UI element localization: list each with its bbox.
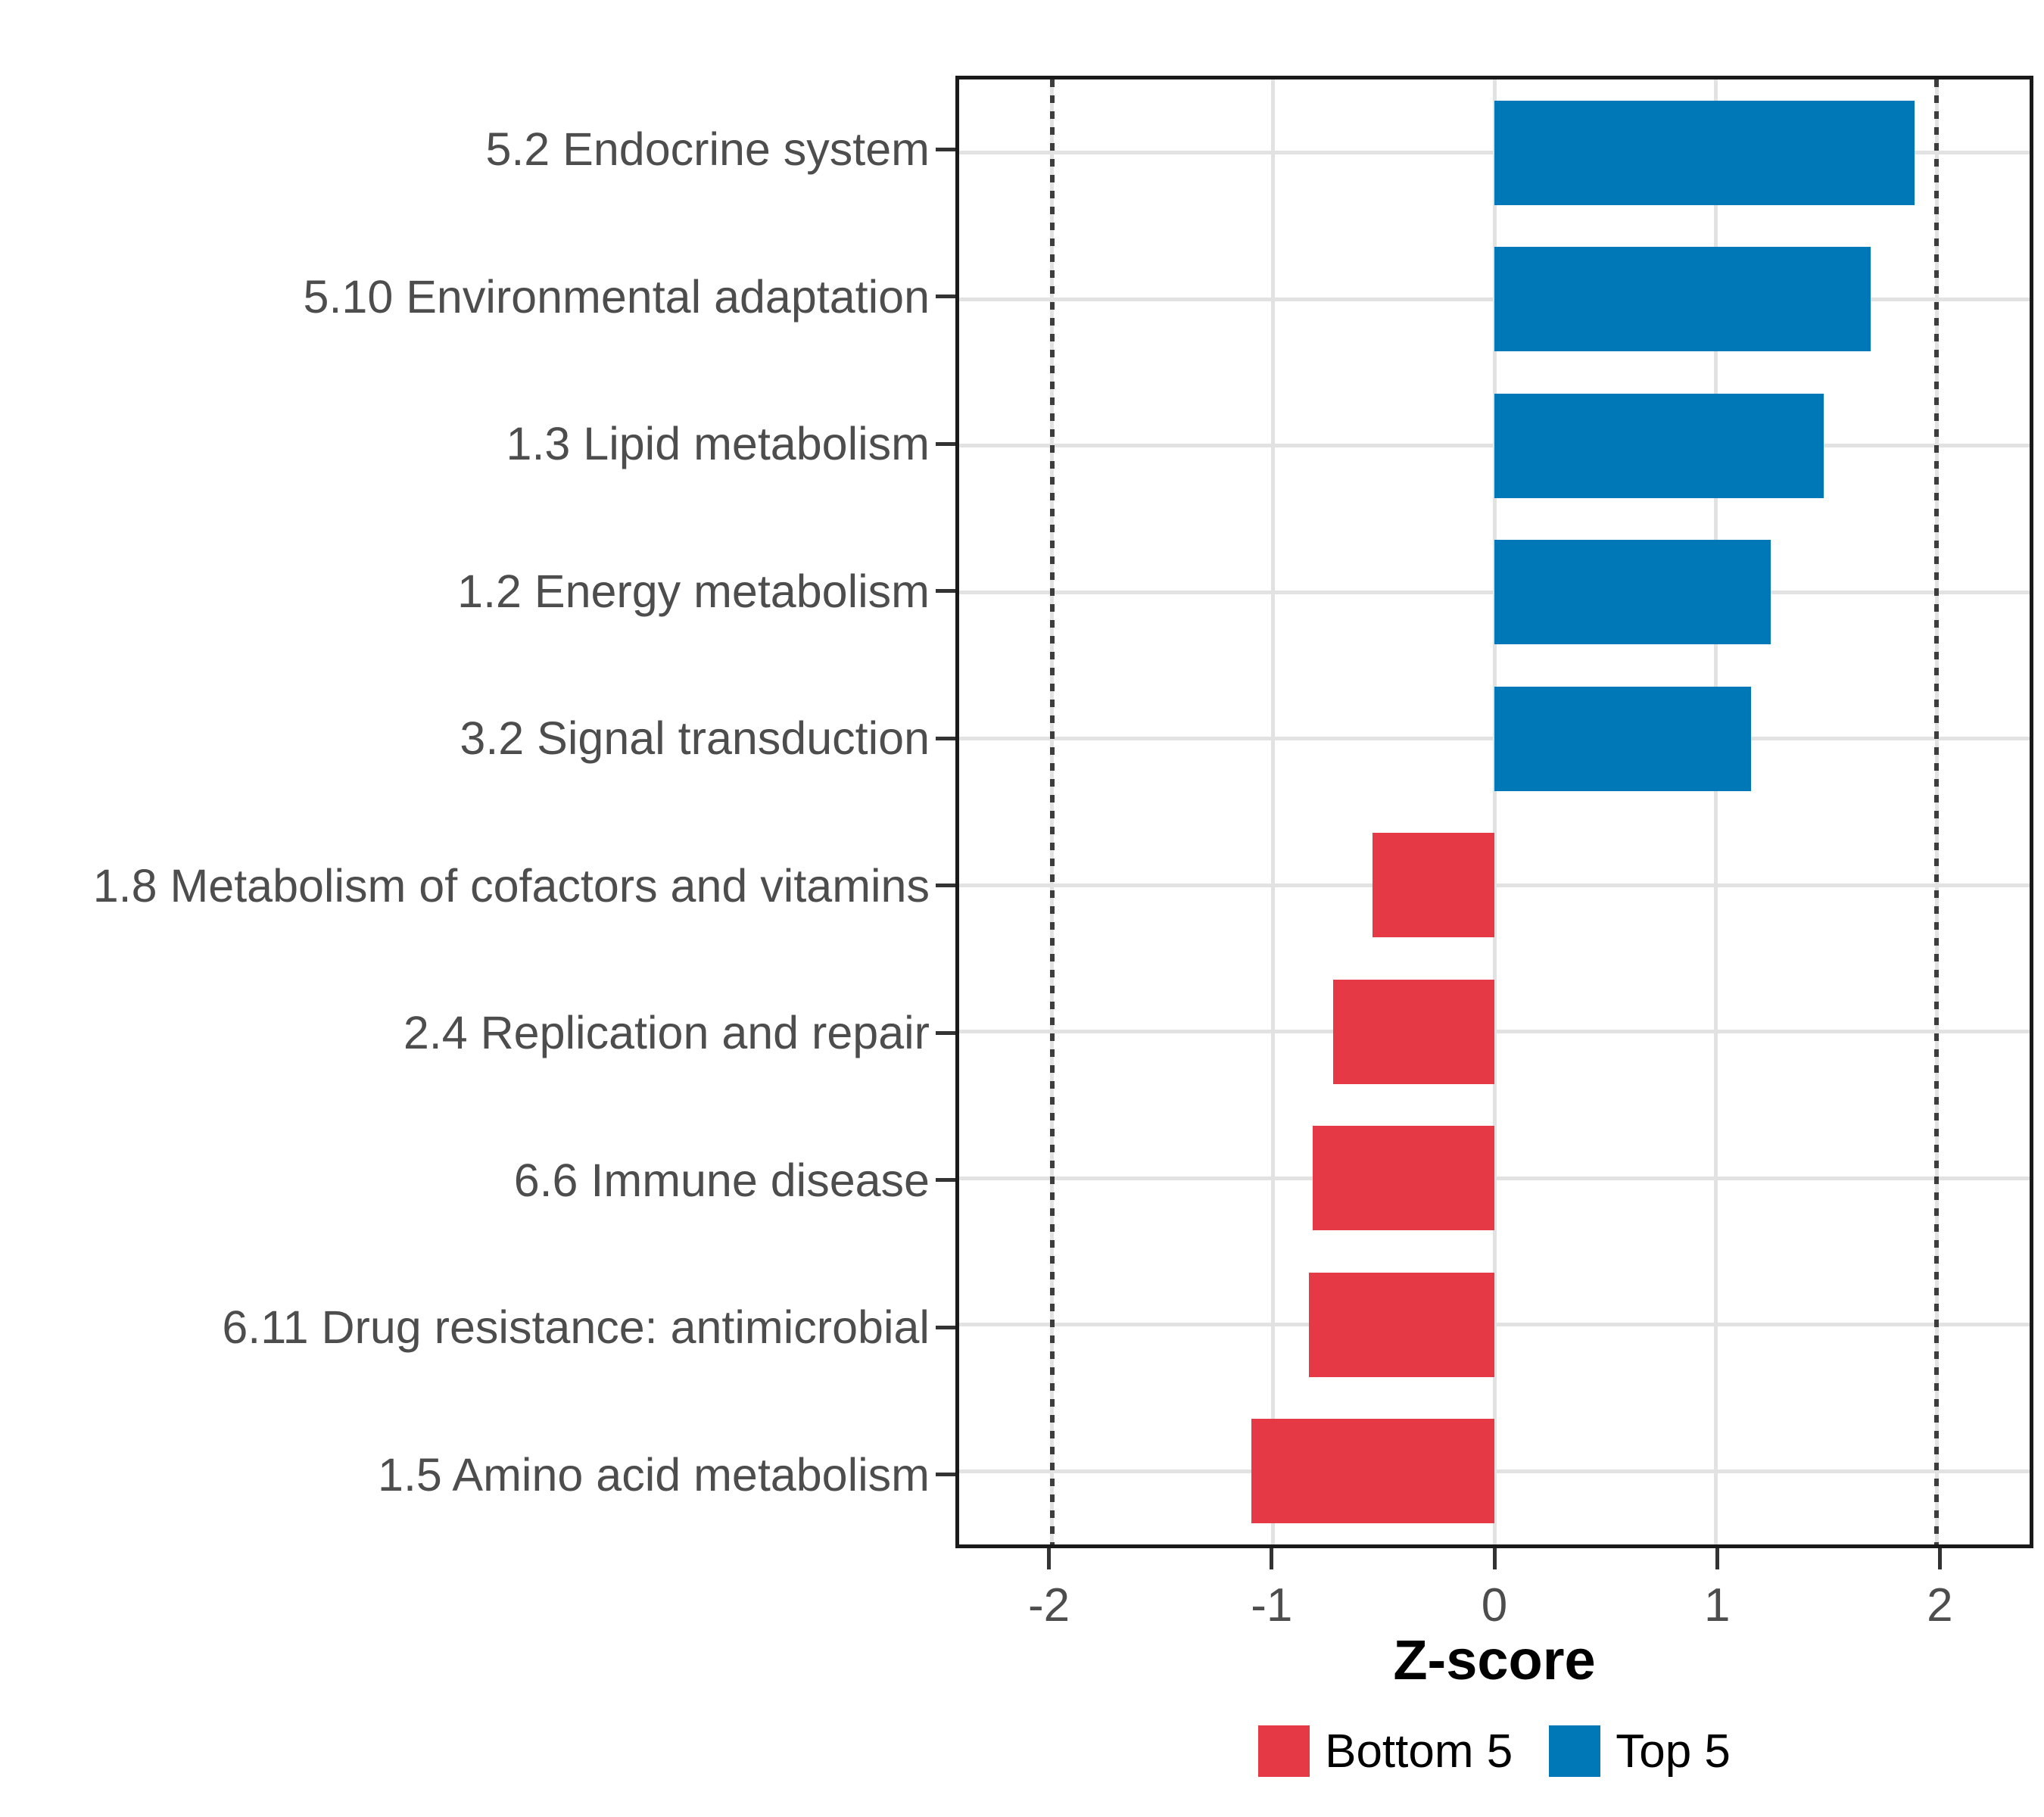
x-axis-title: Z-score <box>1393 1628 1596 1691</box>
y-axis-label: 5.2 Endocrine system <box>485 123 930 176</box>
x-axis-tick-label: -1 <box>1251 1579 1293 1632</box>
y-axis-label: 3.2 Signal transduction <box>460 712 930 765</box>
bar <box>1494 247 1871 352</box>
bar <box>1308 1272 1494 1377</box>
y-axis-tick <box>936 295 955 299</box>
y-axis-tick <box>936 589 955 594</box>
y-axis-label: 2.4 Replication and repair <box>403 1007 930 1059</box>
vertical-gridline <box>1713 79 1718 1544</box>
horizontal-gridline <box>959 1323 2030 1327</box>
horizontal-gridline <box>959 1030 2030 1034</box>
y-axis-label: 1.8 Metabolism of cofactors and vitamins <box>92 859 930 912</box>
x-axis-tick-label: 1 <box>1703 1579 1731 1632</box>
bar <box>1494 393 1824 498</box>
bar <box>1373 833 1494 938</box>
y-axis-tick <box>936 1030 955 1035</box>
bar <box>1494 540 1771 645</box>
bar <box>1494 686 1751 791</box>
bar <box>1332 979 1494 1084</box>
x-axis-tick-label: 2 <box>1927 1579 1953 1632</box>
y-axis-tick <box>936 1178 955 1183</box>
x-axis-tick <box>1937 1548 1942 1569</box>
vertical-gridline <box>1492 79 1497 1544</box>
x-axis-tick <box>1492 1548 1497 1569</box>
x-axis-tick-label: -2 <box>1027 1579 1070 1632</box>
y-axis-label: 1.2 Energy metabolism <box>457 565 930 617</box>
reference-line <box>1934 79 1940 1544</box>
y-axis-tick <box>936 1473 955 1477</box>
reference-line <box>1049 79 1055 1544</box>
y-axis-tick <box>936 441 955 446</box>
legend: Bottom 5 Top 5 <box>955 1709 2033 1793</box>
y-axis-label: 5.10 Environmental adaptation <box>303 270 930 323</box>
y-axis-tick <box>936 884 955 888</box>
bar <box>1313 1126 1494 1231</box>
horizontal-gridline <box>959 883 2030 887</box>
legend-label-top-5: Top 5 <box>1616 1725 1731 1778</box>
plot-panel <box>955 76 2033 1548</box>
legend-swatch-top-5 <box>1549 1725 1601 1777</box>
legend-swatch-bottom-5 <box>1258 1725 1310 1777</box>
x-axis-tick-label: 0 <box>1481 1579 1508 1632</box>
y-axis-label: 1.5 Amino acid metabolism <box>378 1448 930 1501</box>
legend-label-bottom-5: Bottom 5 <box>1325 1725 1513 1778</box>
y-axis-tick <box>936 147 955 151</box>
y-axis-label: 1.3 Lipid metabolism <box>506 418 930 470</box>
bar <box>1494 100 1915 205</box>
legend-item-top-5: Top 5 <box>1549 1725 1731 1778</box>
y-axis-tick <box>936 1325 955 1329</box>
y-axis-tick <box>936 736 955 740</box>
x-axis-tick <box>1270 1548 1274 1569</box>
vertical-gridline <box>1271 79 1276 1544</box>
horizontal-gridline <box>959 1469 2030 1473</box>
x-axis-tick <box>1715 1548 1719 1569</box>
y-axis-label: 6.6 Immune disease <box>513 1154 930 1206</box>
y-axis-label: 6.11 Drug resistance: antimicrobial <box>222 1301 930 1354</box>
horizontal-gridline <box>959 1176 2030 1180</box>
x-axis-tick <box>1047 1548 1052 1569</box>
bar <box>1251 1419 1494 1524</box>
legend-item-bottom-5: Bottom 5 <box>1258 1725 1513 1778</box>
